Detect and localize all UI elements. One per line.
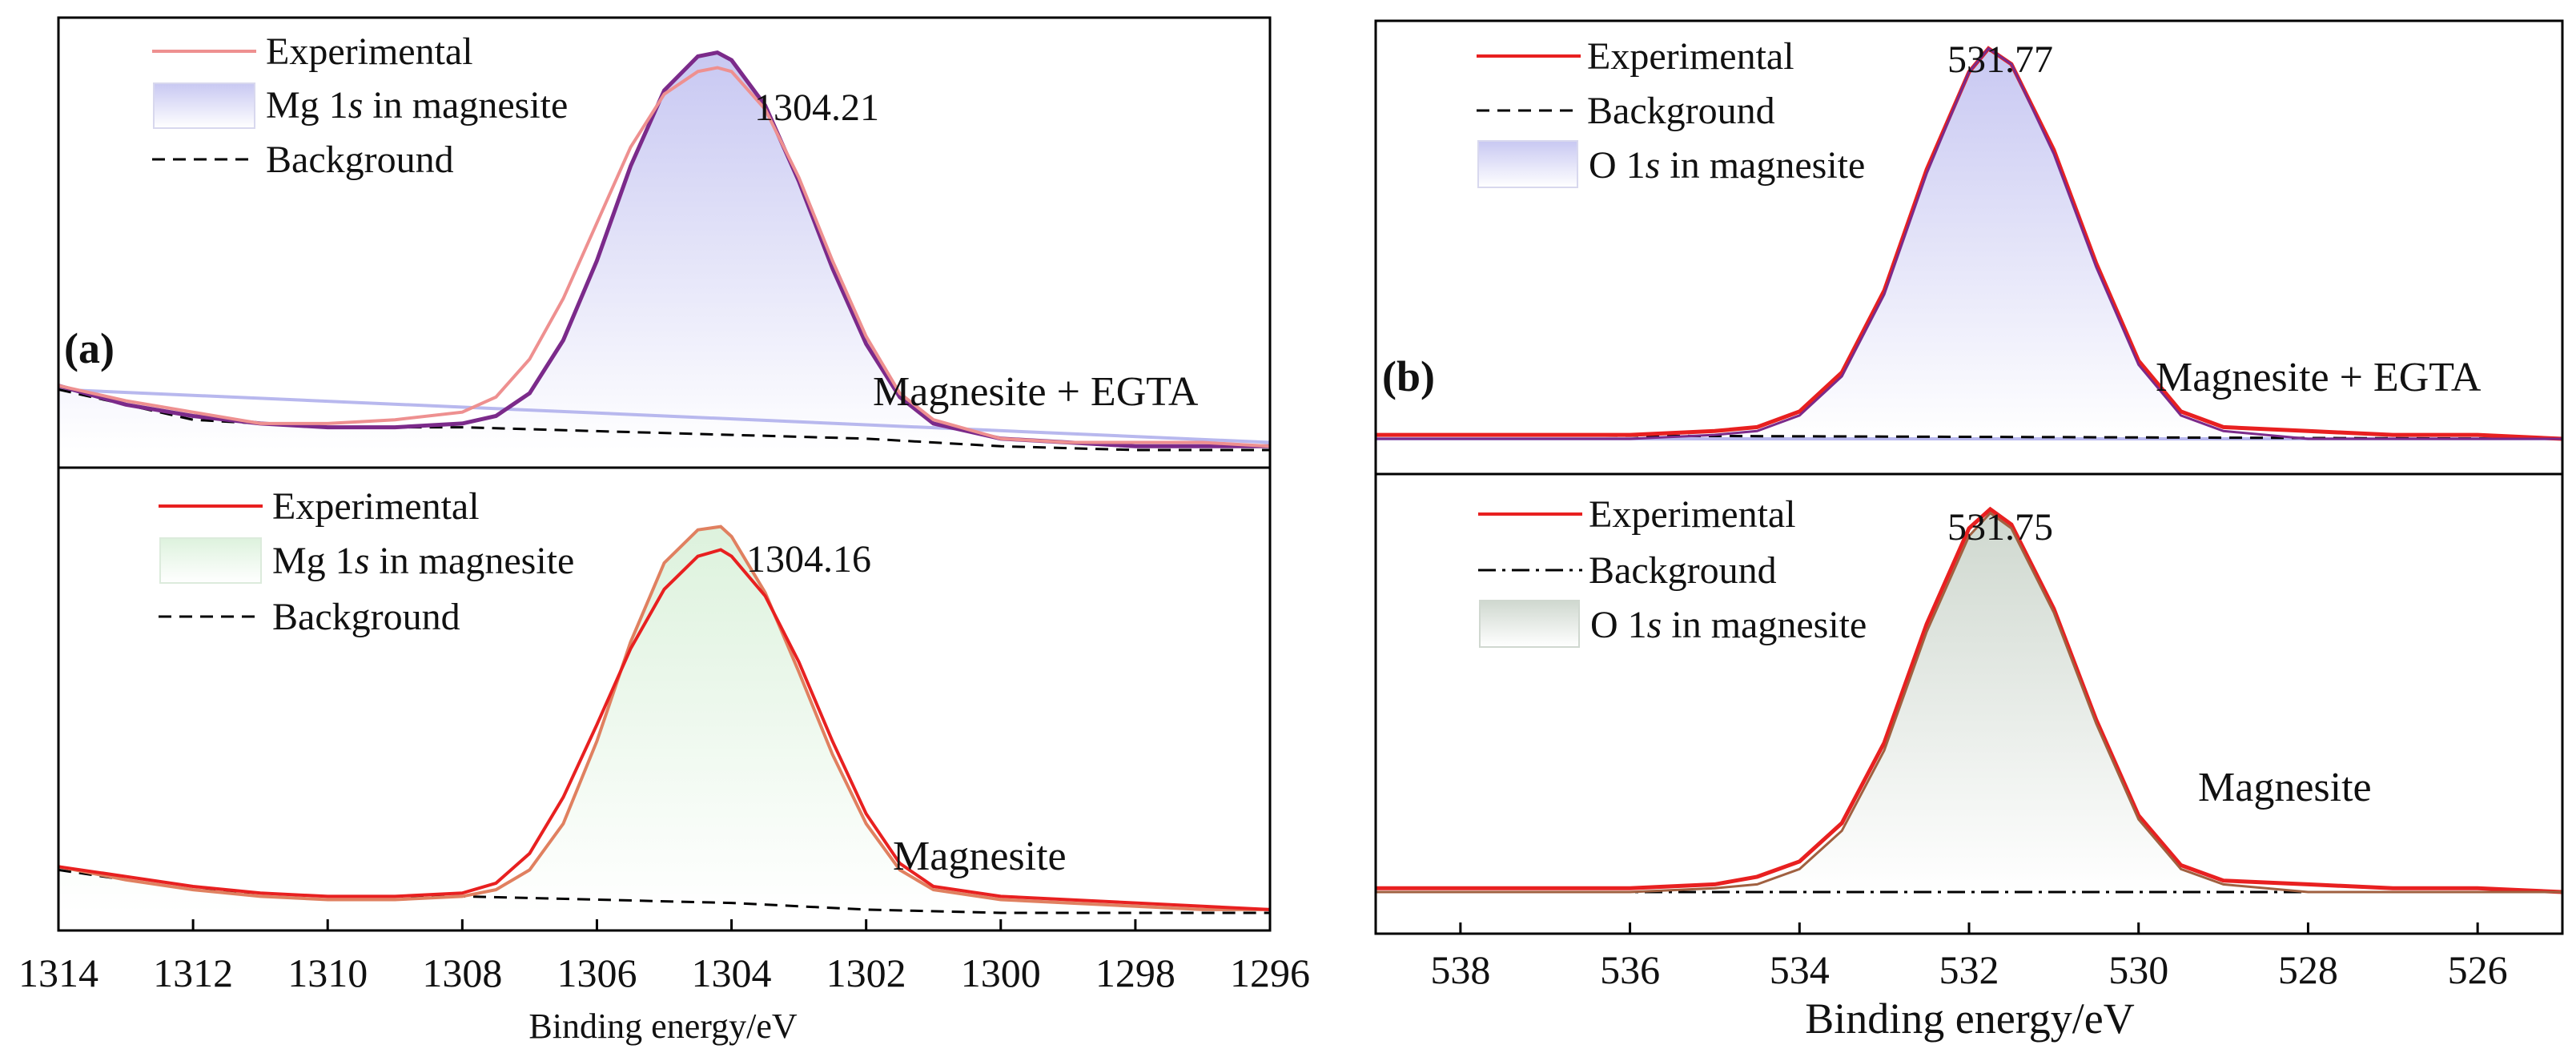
a-top-fitted-background-line	[58, 388, 1271, 444]
b-panel-letter: (b)	[1382, 352, 1435, 400]
b-bottom-legend-experimental-label: Experimental	[1589, 493, 1796, 536]
a-x-tick-label: 1296	[1230, 950, 1310, 995]
b-bottom-legend-fill-swatch	[1479, 600, 1580, 648]
a-bottom-legend-fill-swatch	[159, 537, 262, 584]
a-bottom-peak-label: 1304.16	[746, 538, 871, 581]
b-top-sample-name: Magnesite + EGTA	[2156, 355, 2482, 400]
a-panel-letter: (a)	[64, 324, 115, 372]
b-x-tick-label: 526	[2448, 947, 2508, 992]
b-bottom-legend-fill-label: O 1s in magnesite	[1590, 604, 1867, 646]
a-x-tick-label: 1304	[692, 950, 772, 995]
b-x-tick-label: 534	[1770, 947, 1830, 992]
a-x-tick-label: 1310	[287, 950, 368, 995]
b-bottom-experimental-line	[1376, 506, 2563, 894]
a-top-experimental-line	[58, 66, 1271, 448]
panel-b: Experimental Background O 1s in magnesit…	[1374, 19, 2564, 1043]
a-top-background-line	[58, 388, 1270, 452]
b-top-peak-label: 531.77	[1947, 38, 2053, 81]
a-top-peak-fill	[58, 52, 1270, 450]
a-bottom-legend-background-label: Background	[272, 596, 460, 638]
a-x-tick-label: 1306	[557, 950, 637, 995]
b-top-peak-fill	[1376, 48, 2562, 439]
b-x-tick-label: 530	[2108, 947, 2168, 992]
a-bottom-peak-fill	[58, 526, 1270, 913]
a-x-axis-label: Binding energy/eV	[528, 1007, 797, 1046]
a-bottom-background-line	[58, 868, 1270, 914]
b-x-tick-label: 536	[1600, 947, 1660, 992]
a-x-tick-label: 1312	[153, 950, 233, 995]
b-bottom-legend-background-label: Background	[1589, 549, 1777, 592]
subplot-a-top: Experimental Mg 1s in magnesite Backgrou…	[58, 30, 1271, 452]
a-bottom-sample-name: Magnesite	[893, 834, 1067, 879]
b-bottom-peak-label: 531.75	[1947, 506, 2053, 549]
a-x-tick-label: 1314	[18, 950, 98, 995]
a-top-peak-label: 1304.21	[754, 86, 879, 129]
b-x-tick-label: 532	[1939, 947, 1999, 992]
a-x-tick-label: 1300	[961, 950, 1041, 995]
a-top-legend-background-label: Background	[266, 139, 454, 181]
a-x-axis: 1314 1312 1310 1308 1306 1304 1302 1300 1298 1296	[18, 919, 1310, 995]
b-bottom-sample-name: Magnesite	[2198, 765, 2372, 810]
a-x-tick-label: 1302	[826, 950, 906, 995]
a-bottom-experimental-line	[58, 548, 1271, 911]
a-x-tick-label: 1298	[1095, 950, 1175, 995]
b-x-axis: 538 536 534 532 530 528 526	[1430, 922, 2508, 992]
b-bottom-peak-fill	[1376, 512, 2562, 892]
a-bottom-legend-experimental-label: Experimental	[272, 485, 480, 528]
subplot-b-top: Experimental Background O 1s in magnesit…	[1375, 35, 2563, 441]
b-top-legend-background-label: Background	[1587, 90, 1775, 132]
a-top-legend-experimental-label: Experimental	[266, 30, 473, 73]
b-top-legend-fill-label: O 1s in magnesite	[1589, 144, 1865, 187]
a-bottom-fit-line	[58, 524, 1270, 911]
a-x-tick-label: 1308	[422, 950, 502, 995]
b-x-tick-label: 538	[1430, 947, 1490, 992]
a-top-legend-fill-swatch	[153, 82, 255, 129]
b-top-legend-fill-swatch	[1477, 140, 1578, 188]
b-top-legend-experimental-label: Experimental	[1587, 35, 1794, 78]
subplot-b-bottom: Experimental Background O 1s in magnesit…	[1376, 493, 2563, 894]
a-bottom-legend-fill-label: Mg 1s in magnesite	[272, 540, 574, 582]
b-x-tick-label: 528	[2278, 947, 2338, 992]
subplot-a-bottom: Experimental Mg 1s in magnesite Backgrou…	[58, 485, 1271, 914]
b-x-axis-label: Binding energy/eV	[1805, 995, 2134, 1043]
b-top-fit-line	[1376, 46, 2562, 440]
a-top-sample-name: Magnesite + EGTA	[873, 369, 1199, 415]
panel-a: Experimental Mg 1s in magnesite Backgrou…	[18, 16, 1310, 1046]
a-top-legend-fill-label: Mg 1s in magnesite	[266, 84, 568, 127]
b-bottom-fit-line	[1376, 511, 2562, 894]
a-frame	[57, 16, 1272, 932]
